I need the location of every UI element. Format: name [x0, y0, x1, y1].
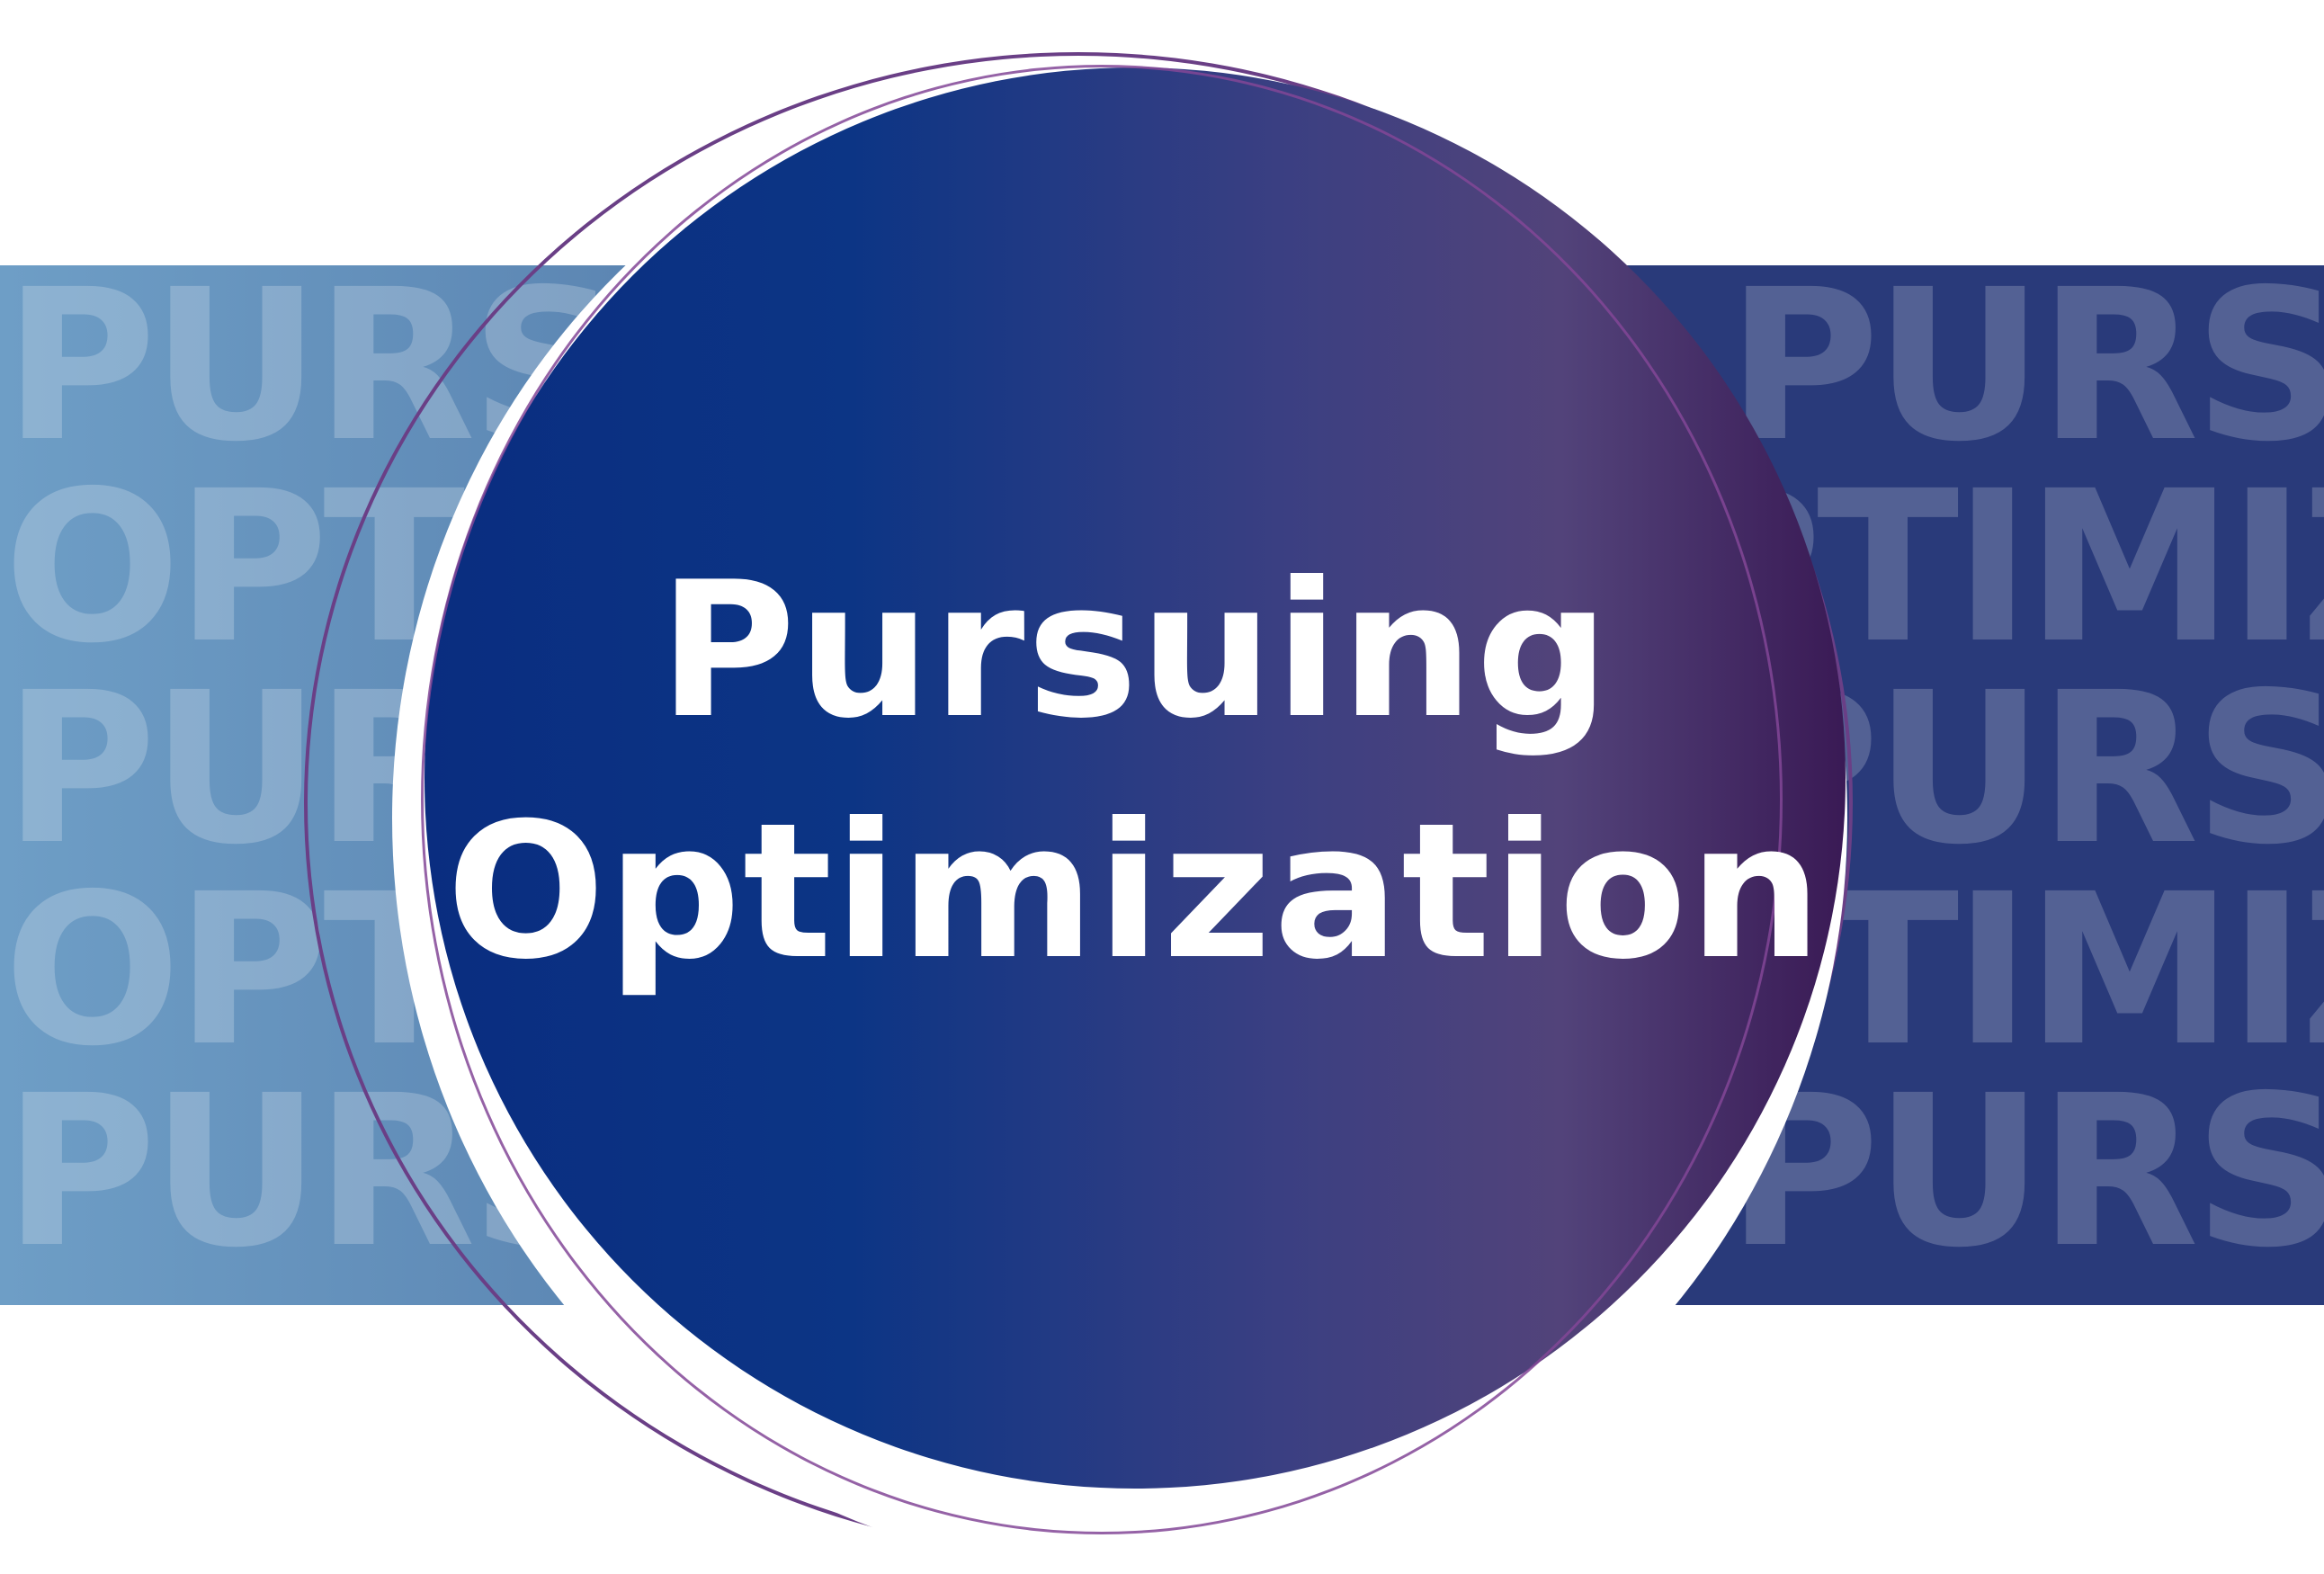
headline-line-2: Optimization — [446, 783, 1824, 1001]
inner-ring-outline — [421, 65, 1783, 1534]
headline-line-1: Pursuing — [658, 542, 1612, 760]
headline: Pursuing Optimization — [425, 531, 1846, 1013]
right-word-row: PURSUI — [1727, 265, 2324, 487]
right-word-row: PURSUI — [1727, 1051, 2324, 1293]
